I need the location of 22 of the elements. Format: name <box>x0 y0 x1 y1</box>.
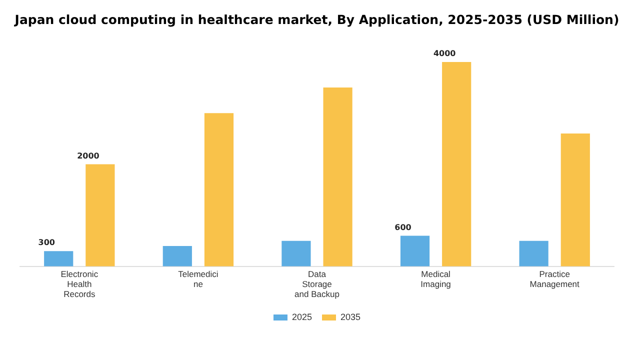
chart-title: Japan cloud computing in healthcare market, By Application, 2025-2035 (USD Million) <box>13 12 620 29</box>
legend-label: 2025 <box>292 312 312 322</box>
data-label: 4000 <box>433 49 456 58</box>
data-label: 2000 <box>77 151 100 160</box>
bar <box>44 251 74 266</box>
x-tick-label: Telemedici ne <box>178 268 218 290</box>
bar <box>204 113 234 266</box>
bar <box>400 236 430 266</box>
x-tick-label: Medical Imaging <box>420 268 452 290</box>
bar <box>560 134 590 266</box>
x-tick-label: Electronic Health Records <box>60 268 99 300</box>
bar <box>162 246 192 266</box>
bar <box>519 240 548 266</box>
x-tick-label: Data Storage and Backup <box>294 268 340 300</box>
x-tick-label: Practice Management <box>530 268 580 290</box>
legend-label: 2035 <box>340 312 361 322</box>
bar <box>86 164 115 266</box>
data-label: 300 <box>38 238 56 248</box>
bar <box>323 88 352 266</box>
bar <box>442 62 472 266</box>
bar <box>282 240 311 266</box>
data-label: 600 <box>394 222 412 232</box>
